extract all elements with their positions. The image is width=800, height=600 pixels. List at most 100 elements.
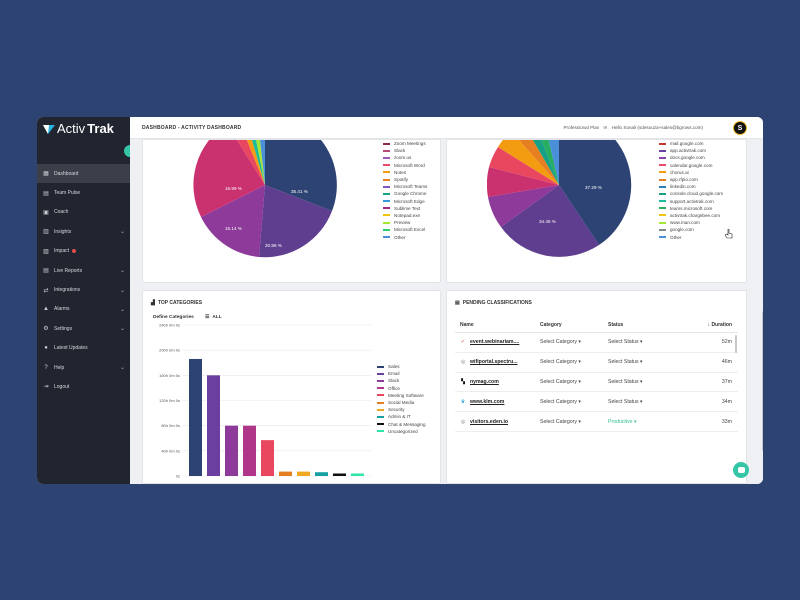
status-dropdown[interactable]: Productive ▾	[608, 419, 686, 425]
bar-email[interactable]	[207, 375, 220, 476]
chevron-down-icon[interactable]: ⌄	[119, 326, 125, 333]
pie-slice-1[interactable]	[265, 140, 337, 211]
category-legend-item[interactable]: Slack	[377, 377, 426, 384]
site-link[interactable]: event.webinariam....	[470, 339, 520, 346]
app-legend-item[interactable]: Preview	[383, 219, 427, 226]
app-legend-item[interactable]: Microsoft Excel	[383, 226, 427, 233]
col-duration[interactable]: ↓ Duration	[686, 322, 732, 328]
web-pie-slice-4[interactable]	[487, 167, 559, 197]
sidebar-item-settings[interactable]: ⚙ Settings ⌄	[37, 319, 130, 338]
web-legend-item[interactable]: google.com	[659, 226, 723, 233]
chevron-down-icon[interactable]: ⌄	[119, 365, 125, 372]
site-link[interactable]: www.klm.com	[470, 398, 505, 405]
category-legend-item[interactable]: Social Media	[377, 399, 426, 406]
col-status[interactable]: Status	[608, 321, 624, 328]
web-pie-slice-1[interactable]	[559, 140, 632, 245]
category-legend-item[interactable]: Security	[377, 406, 426, 413]
web-pie-slice-7[interactable]	[511, 140, 559, 185]
category-legend-item[interactable]: Office	[377, 385, 426, 392]
sidebar-item-live-reports[interactable]: ▤ Live Reports ⌄	[37, 261, 130, 280]
category-legend-item[interactable]: Sales	[377, 363, 426, 370]
app-legend-item[interactable]: zoom.us	[383, 154, 427, 161]
page-scrollbar-thumb[interactable]	[762, 311, 763, 451]
pie-slice-9[interactable]	[257, 140, 265, 185]
pie-slice-3[interactable]	[201, 185, 265, 257]
status-dropdown[interactable]: Select Status ▾	[608, 359, 686, 365]
plan-label[interactable]: Professional Plan	[563, 125, 600, 130]
sidebar-item-integrations[interactable]: ⇄ Integrations ⌄	[37, 280, 130, 299]
category-dropdown[interactable]: Select Category ▾	[540, 339, 608, 345]
status-dropdown[interactable]: Select Status ▾	[608, 339, 686, 345]
chevron-down-icon[interactable]: ⌄	[119, 287, 125, 294]
web-legend-item[interactable]: support.activtrak.com	[659, 198, 723, 205]
category-legend-item[interactable]: Uncategorized	[377, 428, 426, 435]
web-pie-slice-3[interactable]	[488, 185, 559, 227]
bar-social-media[interactable]	[279, 471, 292, 476]
site-link[interactable]: nymag.com	[470, 378, 499, 385]
define-categories-link[interactable]: Define Categories	[153, 315, 194, 320]
web-legend-item[interactable]: www.man.com	[659, 219, 723, 226]
app-legend-item[interactable]: Microsoft Edge	[383, 198, 427, 205]
web-legend-item[interactable]: mail.google.com	[659, 140, 723, 147]
category-legend-item[interactable]: Admin & IT	[377, 413, 426, 420]
category-legend-item[interactable]: Chat & Messaging	[377, 421, 426, 428]
bar-chat-messaging[interactable]	[333, 473, 346, 476]
bar-slack[interactable]	[225, 425, 238, 476]
app-legend-item[interactable]: Microsoft Word	[383, 162, 427, 169]
sidebar-item-coach[interactable]: ▣ Coach	[37, 203, 130, 222]
app-legend-item[interactable]: Google Chrome	[383, 190, 427, 197]
category-dropdown[interactable]: Select Category ▾	[540, 419, 608, 425]
bar-meeting-software[interactable]	[261, 440, 274, 476]
bar-sales[interactable]	[189, 358, 202, 476]
sidebar-item-latest-updates[interactable]: ● Latest Updates	[37, 339, 130, 358]
web-pie-slice-2[interactable]	[501, 185, 599, 257]
chevron-down-icon[interactable]: ⌄	[119, 229, 125, 236]
bar-security[interactable]	[297, 471, 310, 476]
app-legend-item[interactable]: Microsoft Teams	[383, 183, 427, 190]
sidebar-item-logout[interactable]: ⇥ Logout	[37, 377, 130, 396]
status-dropdown[interactable]: Select Status ▾	[608, 399, 686, 405]
app-legend-item[interactable]: Spotify	[383, 176, 427, 183]
app-legend-item[interactable]: Notepad.exe	[383, 212, 427, 219]
app-legend-item[interactable]: Other	[383, 233, 427, 240]
web-legend-item[interactable]: teams.microsoft.com	[659, 205, 723, 212]
web-pie-slice-5[interactable]	[489, 147, 559, 185]
app-legend-item[interactable]: Zoom Meetings	[383, 140, 427, 147]
chat-button[interactable]	[733, 462, 749, 478]
col-category[interactable]: Category	[540, 321, 562, 328]
category-dropdown[interactable]: Select Category ▾	[540, 379, 608, 385]
avatar[interactable]: S	[733, 121, 747, 135]
app-legend-item[interactable]: Slack	[383, 147, 427, 154]
web-legend-item[interactable]: chorus.ai	[659, 169, 723, 176]
web-pie-slice-9[interactable]	[533, 140, 559, 185]
pie-slice-2[interactable]	[259, 185, 332, 258]
web-legend-item[interactable]: docs.google.com	[659, 154, 723, 161]
app-legend-item[interactable]: Notes	[383, 169, 427, 176]
category-dropdown[interactable]: Select Category ▾	[540, 399, 608, 405]
chevron-down-icon[interactable]: ⌄	[119, 268, 125, 275]
web-pie-slice-6[interactable]	[498, 140, 559, 185]
bar-admin-it[interactable]	[315, 472, 328, 476]
web-legend-item[interactable]: app.activtrak.com	[659, 147, 723, 154]
filter-all-button[interactable]: ☰ ALL	[205, 315, 222, 320]
pie-slice-4[interactable]	[193, 140, 265, 217]
app-legend-item[interactable]: Sublime Text	[383, 205, 427, 212]
site-link[interactable]: wifiportal.spectru...	[470, 359, 518, 366]
bar-office[interactable]	[243, 425, 256, 476]
sidebar-item-team-pulse[interactable]: ▤ Team Pulse	[37, 183, 130, 202]
category-legend-item[interactable]: Meeting Software	[377, 392, 426, 399]
chevron-down-icon[interactable]: ⌄	[119, 306, 125, 313]
table-scrollbar[interactable]	[735, 335, 737, 353]
category-dropdown[interactable]: Select Category ▾	[540, 359, 608, 365]
col-name[interactable]: Name	[460, 321, 474, 328]
site-link[interactable]: visitors.eden.io	[470, 418, 509, 425]
bar-uncategorized[interactable]	[351, 473, 364, 476]
sidebar-item-insights[interactable]: ▥ Insights ⌄	[37, 222, 130, 241]
web-legend-item[interactable]: linkedin.com	[659, 183, 723, 190]
page-scrollbar[interactable]	[762, 141, 763, 481]
sidebar-item-alarms[interactable]: ▲ Alarms ⌄	[37, 300, 130, 319]
web-legend-item[interactable]: app.rfpio.com	[659, 176, 723, 183]
sidebar-item-impact[interactable]: ▨ Impact	[37, 242, 130, 261]
web-legend-item[interactable]: calendar.google.com	[659, 162, 723, 169]
status-dropdown[interactable]: Select Status ▾	[608, 379, 686, 385]
